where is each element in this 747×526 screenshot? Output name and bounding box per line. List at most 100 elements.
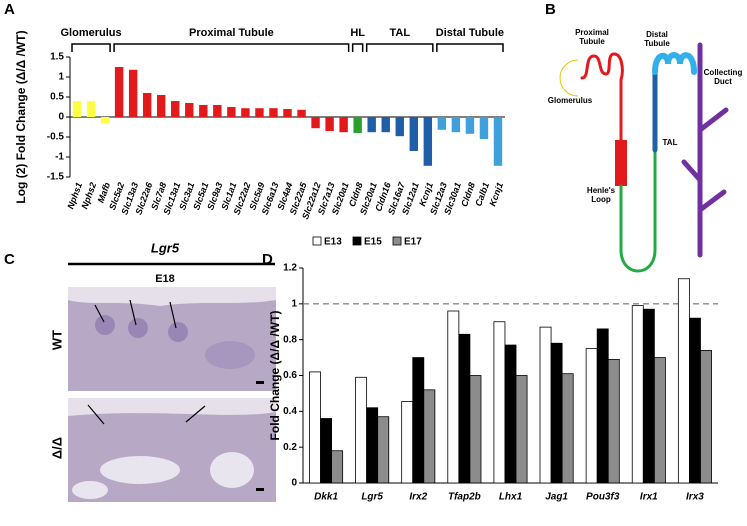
group-label: TAL bbox=[389, 27, 410, 39]
bar bbox=[213, 105, 222, 117]
y-tick-label: -1 bbox=[55, 152, 64, 163]
bar bbox=[311, 117, 320, 129]
bar bbox=[561, 373, 574, 484]
group-label: Glomerulus bbox=[60, 27, 121, 39]
diagram-label: TAL bbox=[662, 138, 678, 147]
bar bbox=[631, 305, 644, 484]
group-bracket bbox=[71, 43, 111, 52]
y-tick-label: 1 bbox=[291, 298, 297, 309]
row-label: Δ/Δ bbox=[49, 437, 64, 459]
bar bbox=[325, 117, 334, 131]
bar bbox=[366, 407, 379, 484]
y-tick-label: 1.5 bbox=[50, 52, 64, 63]
y-tick-label: 0.4 bbox=[283, 406, 297, 417]
bar bbox=[423, 389, 436, 484]
bar bbox=[255, 108, 264, 117]
x-tick-label: Irx1 bbox=[640, 492, 658, 503]
bar bbox=[353, 117, 362, 133]
nephron-diagram bbox=[559, 42, 729, 273]
bar bbox=[515, 375, 528, 484]
x-tick-label: Lgr5 bbox=[361, 492, 383, 503]
y-tick-label: 0 bbox=[58, 112, 64, 123]
bar bbox=[339, 117, 348, 133]
bar bbox=[700, 350, 712, 484]
legend-swatch bbox=[392, 236, 402, 246]
collecting-duct-shape bbox=[681, 42, 729, 258]
bar bbox=[677, 278, 690, 484]
bar bbox=[199, 105, 208, 117]
y-tick-label: 0.6 bbox=[283, 370, 297, 381]
glomerulus-shape bbox=[559, 59, 579, 97]
x-tick-label: Pou3f3 bbox=[586, 492, 620, 503]
bar bbox=[642, 308, 655, 484]
bar bbox=[689, 317, 701, 484]
x-tick-label: Irx3 bbox=[686, 492, 704, 503]
bar bbox=[423, 117, 433, 166]
group-label: Distal Tubule bbox=[436, 27, 504, 39]
panel-letter: B bbox=[545, 1, 556, 18]
x-tick-label: Dkk1 bbox=[314, 492, 338, 503]
bar bbox=[269, 108, 278, 117]
bar bbox=[381, 117, 390, 133]
henle-loop-shape bbox=[619, 148, 657, 273]
y-tick-label: -0.5 bbox=[47, 132, 65, 143]
legend-swatch bbox=[312, 236, 322, 246]
diagram-label: Proximal Tubule bbox=[575, 28, 609, 46]
group-label: HL bbox=[350, 27, 365, 39]
stage-label: E18 bbox=[155, 273, 175, 285]
micrograph-wt bbox=[68, 287, 276, 391]
bar bbox=[142, 93, 152, 117]
bar bbox=[114, 67, 124, 117]
bar bbox=[227, 107, 236, 117]
bar bbox=[479, 117, 489, 139]
group-bracket bbox=[113, 43, 350, 52]
bar bbox=[469, 375, 482, 484]
bar bbox=[377, 416, 390, 484]
y-tick-label: 0 bbox=[291, 478, 297, 489]
bar bbox=[458, 333, 471, 484]
bar bbox=[185, 103, 194, 117]
group-bracket bbox=[365, 43, 434, 52]
bar bbox=[297, 109, 306, 117]
bar bbox=[412, 357, 425, 484]
bar bbox=[401, 401, 414, 484]
x-tick-label: Lhx1 bbox=[499, 492, 523, 503]
y-tick-label: 0.5 bbox=[50, 92, 64, 103]
bar bbox=[157, 95, 166, 117]
bar bbox=[283, 109, 292, 117]
bar bbox=[504, 344, 517, 484]
x-tick-label: Irx2 bbox=[409, 492, 427, 503]
group-bracket bbox=[436, 43, 504, 52]
bar bbox=[409, 117, 418, 151]
panel-letter: C bbox=[4, 251, 15, 268]
y-tick-label: -1.5 bbox=[47, 172, 65, 183]
legend-label: E13 bbox=[324, 237, 342, 248]
bar bbox=[447, 310, 460, 484]
micrograph-mutant bbox=[68, 398, 276, 502]
bar bbox=[395, 117, 404, 137]
group-label: Proximal Tubule bbox=[189, 27, 274, 39]
diagram-label: Glomerulus bbox=[547, 96, 593, 105]
diagram-label: Distal Tubule bbox=[644, 30, 670, 48]
y-tick-label: 1 bbox=[58, 72, 64, 83]
y-tick-label: 0.8 bbox=[283, 334, 297, 345]
bar bbox=[465, 117, 475, 134]
bar bbox=[585, 348, 598, 484]
bar bbox=[355, 376, 368, 484]
x-tick-label: Jag1 bbox=[545, 492, 568, 503]
y-tick-label: 1.2 bbox=[283, 263, 297, 274]
y-tick-label: 0.2 bbox=[283, 442, 297, 453]
bar bbox=[550, 342, 563, 484]
bar bbox=[607, 358, 620, 484]
proximal-straight bbox=[615, 140, 627, 186]
group-bracket bbox=[351, 43, 364, 52]
bar bbox=[86, 101, 96, 117]
bar bbox=[128, 69, 138, 117]
x-tick-label: Tfap2b bbox=[448, 492, 481, 503]
legend-label: E15 bbox=[364, 237, 382, 248]
bar bbox=[320, 418, 332, 484]
bar bbox=[493, 117, 503, 166]
panel-letter: D bbox=[262, 251, 273, 268]
